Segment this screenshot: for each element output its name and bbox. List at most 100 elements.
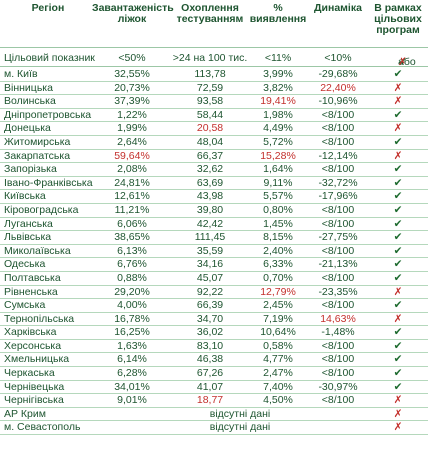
table-row: Житомирська 2,64% 48,04 5,72% <8/100 ✔ [0, 136, 428, 150]
dynamics-value: -32,72% [318, 176, 358, 189]
region-name: Волинська [4, 95, 56, 108]
cross-icon: ✗ [393, 149, 403, 162]
region-name: Закарпатська [4, 149, 71, 162]
table-row: Закарпатська 59,64% 66,37 15,28% -12,14% ✗ [0, 150, 428, 164]
header-region: Регіон [0, 3, 96, 14]
check-icon: ✔ [393, 163, 403, 176]
check-icon: ✔ [393, 231, 403, 244]
cross-icon: ✗ [393, 81, 403, 94]
table-row: Івано-Франківська 24,81% 63,69 9,11% -32,72%… [0, 177, 428, 191]
testing-value: 20,58 [196, 122, 224, 135]
testing-value: 63,69 [196, 176, 224, 189]
dynamics-value: <8/100 [321, 108, 355, 121]
testing-value: 34,70 [196, 312, 224, 325]
header-testing: Охоплення тестуванням [172, 3, 248, 25]
beds-value: 6,14% [117, 353, 147, 366]
target-testing: >24 на 100 тис. [172, 52, 248, 64]
check-icon: ✔ [393, 339, 403, 352]
header-beds-line1: Завантаженість [92, 2, 174, 14]
beds-value: 34,01% [114, 380, 150, 393]
region-name: Одеська [4, 258, 46, 271]
detection-value: 3,82% [263, 81, 293, 94]
check-icon: ✔ [393, 326, 403, 339]
dynamics-value: <8/100 [321, 367, 355, 380]
region-name: Херсонська [4, 339, 62, 352]
beds-value: 4,00% [117, 299, 147, 312]
target-beds: <50% [118, 52, 146, 64]
beds-value: 2,08% [117, 163, 147, 176]
check-icon: ✔ [393, 203, 403, 216]
region-name: Дніпропетровська [4, 108, 92, 121]
testing-value: 42,42 [196, 217, 224, 230]
testing-value: 39,80 [196, 203, 224, 216]
check-icon: ✔ [393, 380, 403, 393]
table-row: Харківська 16,25% 36,02 10,64% -1,48% ✔ [0, 326, 428, 340]
header-dynamics: Динаміка [308, 3, 368, 14]
table-row: Чернівецька 34,01% 41,07 7,40% -30,97% ✔ [0, 381, 428, 395]
detection-value: 2,47% [263, 367, 293, 380]
dynamics-value: <8/100 [321, 353, 355, 366]
header-programs-line3: програм [376, 24, 420, 36]
dynamics-value: <8/100 [321, 244, 355, 257]
table-row: Донецька 1,99% 20,58 4,49% <8/100 ✗ [0, 122, 428, 136]
testing-value: 83,10 [196, 339, 224, 352]
detection-value: 8,15% [263, 231, 293, 244]
target-detection: <11% [264, 52, 292, 64]
region-name: Луганська [4, 217, 53, 230]
table-row: Одеська 6,76% 34,16 6,33% -21,13% ✔ [0, 258, 428, 272]
check-icon: ✔ [393, 108, 403, 121]
beds-value: 11,21% [114, 203, 150, 216]
detection-value: 3,99% [263, 68, 293, 80]
region-name: м. Севастополь [4, 421, 81, 434]
header-programs-line1: В рамках [374, 2, 422, 14]
header-region-text: Регіон [31, 2, 65, 14]
cross-icon: ✗ [393, 285, 403, 298]
header-detection: % виявлення [248, 3, 308, 25]
header-programs-line2: цільових [374, 13, 422, 25]
region-rows: м. Київ 32,55% 113,78 3,99% -29,68% ✔ Вінницьк… [0, 68, 428, 436]
beds-value: 6,28% [117, 367, 147, 380]
table-row: Луганська 6,06% 42,42 1,45% <8/100 ✔ [0, 218, 428, 232]
dynamics-value: <8/100 [321, 339, 355, 352]
check-icon: ✔ [393, 367, 403, 380]
region-name: Хмельницька [4, 353, 70, 366]
testing-value: 43,98 [196, 190, 224, 203]
dynamics-value: -10,96% [318, 95, 358, 108]
table-row: Львівська 38,65% 111,45 8,15% -27,75% ✔ [0, 231, 428, 245]
region-name: АР Крим [4, 407, 46, 420]
detection-value: 4,77% [263, 353, 293, 366]
dynamics-value: <8/100 [321, 203, 355, 216]
testing-value: 111,45 [194, 231, 226, 244]
detection-value: 4,50% [263, 394, 293, 407]
beds-value: 16,78% [114, 312, 150, 325]
beds-value: 9,01% [117, 394, 147, 407]
testing-value: 45,07 [196, 271, 224, 284]
cross-icon: ✗ [393, 407, 403, 420]
testing-value: 72,59 [196, 81, 224, 94]
cross-icon: ✗ [398, 56, 407, 68]
testing-value: 48,04 [196, 135, 224, 148]
cross-icon: ✗ [393, 312, 403, 325]
detection-value: 7,19% [263, 312, 293, 325]
dynamics-value: <8/100 [321, 394, 355, 407]
dynamics-value: 22,40% [320, 81, 356, 94]
detection-value: 19,41% [260, 95, 296, 108]
region-name: Донецька [4, 122, 51, 135]
beds-value: 24,81% [114, 176, 150, 189]
region-name: Запорізька [4, 163, 57, 176]
header-testing-line2: тестуванням [176, 13, 244, 25]
beds-value: 59,64% [114, 149, 150, 162]
dynamics-value: -23,35% [318, 285, 358, 298]
detection-value: 12,79% [260, 285, 296, 298]
detection-value: 2,40% [263, 244, 293, 257]
table-row: Дніпропетровська 1,22% 58,44 1,98% <8/100 ✔ [0, 109, 428, 123]
no-data-text: відсутні дані [209, 421, 271, 434]
dynamics-value: <8/100 [321, 299, 355, 312]
table-row: Запорізька 2,08% 32,62 1,64% <8/100 ✔ [0, 163, 428, 177]
dynamics-value: <8/100 [321, 135, 355, 148]
table-row: Київська 12,61% 43,98 5,57% -17,96% ✔ [0, 190, 428, 204]
cross-icon: ✗ [393, 122, 403, 135]
beds-value: 16,25% [114, 326, 150, 339]
region-name: Рівненська [4, 285, 58, 298]
beds-value: 32,55% [114, 68, 150, 80]
